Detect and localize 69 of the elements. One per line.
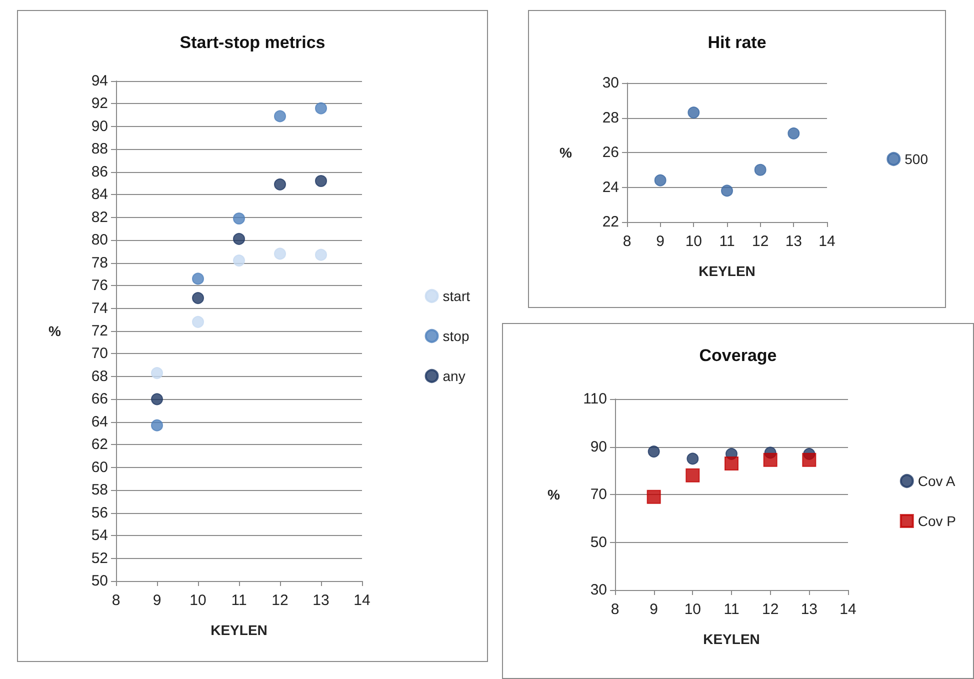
chart-title: Start-stop metrics [180,33,326,52]
x-tick-label: 13 [312,592,330,609]
y-axis-title: % [548,486,561,502]
chart-title: Coverage [699,346,777,365]
y-tick-label: 66 [91,390,108,408]
x-tick-label: 13 [785,233,802,250]
x-axis-title: KEYLEN [210,622,268,638]
x-tick-label: 11 [231,592,247,609]
y-tick-label: 28 [602,109,619,126]
x-tick-label: 10 [685,233,702,250]
legend-label: start [442,288,470,304]
y-tick-label: 50 [590,534,607,551]
y-tick-label: 52 [91,550,108,567]
x-tick-label: 10 [190,592,206,609]
y-tick-label: 72 [91,322,108,340]
y-tick-label: 80 [91,232,108,249]
y-tick-label: 70 [590,486,607,503]
y-tick-label: 60 [91,458,108,476]
x-tick-label: 13 [800,601,818,618]
y-tick-label: 26 [602,144,619,161]
y-tick-label: 30 [590,582,607,598]
y-tick-label: 56 [91,504,108,522]
y-tick-label: 94 [91,72,108,90]
x-tick-label: 12 [752,233,769,250]
x-tick-label: 8 [112,592,120,609]
legend-label: any [442,368,466,384]
x-tick-label: 12 [762,601,779,618]
y-tick-label: 62 [91,436,108,454]
y-tick-label: 24 [602,178,619,196]
y-tick-label: 68 [91,368,108,385]
x-tick-label: 9 [152,592,162,609]
y-tick-label: 58 [91,482,108,499]
y-tick-label: 54 [91,527,108,544]
y-tick-label: 90 [590,438,607,456]
x-tick-label: 14 [354,592,370,609]
x-axis-title: KEYLEN [698,263,756,279]
chart-title: Hit rate [708,33,766,52]
y-tick-label: 30 [602,74,619,92]
legend-label: Cov A [918,473,956,489]
y-axis-title: % [48,323,62,339]
legend-label: stop [442,328,470,344]
y-tick-label: 90 [91,118,108,135]
y-tick-label: 74 [91,300,108,317]
y-tick-label: 84 [91,186,108,204]
y-tick-label: 76 [91,277,108,294]
x-axis-title: KEYLEN [703,631,760,647]
x-tick-label: 11 [719,233,735,250]
legend-label: Cov P [918,513,956,529]
x-tick-label: 8 [622,233,632,250]
x-tick-label: 14 [840,601,856,618]
x-tick-label: 9 [650,601,658,618]
x-tick-label: 9 [656,233,665,250]
x-tick-label: 11 [724,601,740,618]
y-tick-label: 82 [91,208,108,226]
x-tick-label: 12 [272,592,288,609]
y-tick-label: 88 [91,140,108,158]
x-tick-label: 8 [610,601,620,618]
y-axis-title: % [560,144,573,160]
y-tick-label: 50 [91,572,108,590]
x-tick-label: 14 [818,233,836,250]
y-tick-label: 64 [91,413,108,430]
y-tick-label: 70 [91,345,108,362]
y-tick-label: 86 [91,163,108,180]
x-tick-label: 10 [684,601,702,618]
legend-label: 500 [904,151,928,167]
y-tick-label: 22 [602,214,619,230]
y-tick-label: 78 [91,254,108,272]
y-tick-label: 92 [91,95,108,112]
y-tick-label: 110 [583,390,607,408]
